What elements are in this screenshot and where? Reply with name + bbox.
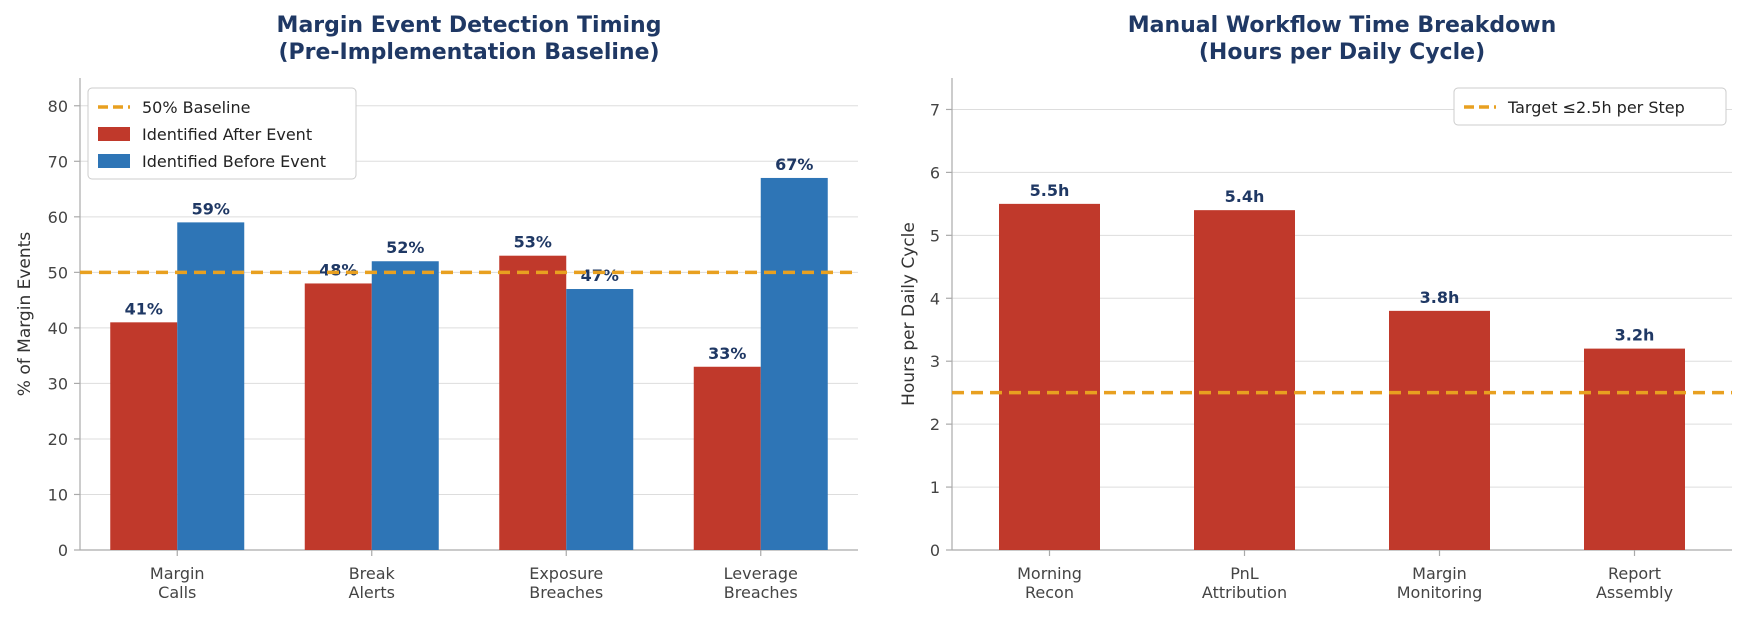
y-tick-label: 80 bbox=[48, 97, 68, 116]
data-label: 5.4h bbox=[1225, 187, 1265, 206]
data-label: 47% bbox=[581, 266, 619, 285]
data-label: 59% bbox=[192, 199, 230, 218]
y-axis-label: % of Margin Events bbox=[15, 232, 35, 397]
bar bbox=[499, 255, 567, 550]
bar bbox=[693, 366, 761, 550]
chart-title: Margin Event Detection Timing bbox=[277, 13, 662, 38]
chart-title: Manual Workflow Time Breakdown bbox=[1128, 13, 1557, 38]
y-tick-label: 1 bbox=[930, 478, 940, 497]
bar bbox=[304, 283, 372, 550]
x-tick-label: Margin bbox=[1412, 564, 1467, 583]
y-tick-label: 20 bbox=[48, 430, 68, 449]
data-label: 3.8h bbox=[1420, 288, 1460, 307]
bar bbox=[760, 177, 828, 550]
data-label: 41% bbox=[125, 299, 163, 318]
bar bbox=[1194, 210, 1295, 550]
y-tick-label: 30 bbox=[48, 374, 68, 393]
y-tick-label: 50 bbox=[48, 263, 68, 282]
y-tick-label: 6 bbox=[930, 163, 940, 182]
y-tick-label: 40 bbox=[48, 319, 68, 338]
y-tick-label: 10 bbox=[48, 485, 68, 504]
data-label: 53% bbox=[514, 233, 552, 252]
y-tick-label: 4 bbox=[930, 289, 940, 308]
bar bbox=[1389, 310, 1490, 550]
x-tick-label: Breaches bbox=[724, 583, 798, 602]
data-label: 67% bbox=[775, 155, 813, 174]
y-tick-label: 0 bbox=[930, 541, 940, 560]
legend-swatch bbox=[98, 127, 130, 141]
x-tick-label: Report bbox=[1608, 564, 1661, 583]
x-tick-label: Alerts bbox=[349, 583, 395, 602]
x-tick-label: Recon bbox=[1025, 583, 1074, 602]
y-tick-label: 2 bbox=[930, 415, 940, 434]
y-tick-label: 60 bbox=[48, 208, 68, 227]
bar bbox=[177, 222, 245, 550]
y-tick-label: 5 bbox=[930, 226, 940, 245]
y-tick-label: 70 bbox=[48, 152, 68, 171]
bar bbox=[110, 322, 178, 550]
x-tick-label: Leverage bbox=[724, 564, 798, 583]
y-tick-label: 3 bbox=[930, 352, 940, 371]
chart-title: (Pre-Implementation Baseline) bbox=[278, 40, 659, 65]
legend-entry: Target ≤2.5h per Step bbox=[1507, 98, 1685, 117]
bar bbox=[566, 289, 634, 550]
x-tick-label: Exposure bbox=[529, 564, 603, 583]
bar bbox=[999, 203, 1100, 550]
legend-box bbox=[87, 87, 357, 180]
legend-entry: Identified After Event bbox=[142, 125, 312, 144]
x-tick-label: Monitoring bbox=[1397, 583, 1483, 602]
x-tick-label: Morning bbox=[1017, 564, 1082, 583]
data-label: 5.5h bbox=[1030, 181, 1070, 200]
x-tick-label: PnL bbox=[1230, 564, 1259, 583]
legend-entry: Identified Before Event bbox=[142, 152, 326, 171]
y-tick-label: 7 bbox=[930, 100, 940, 119]
x-tick-label: Assembly bbox=[1596, 583, 1673, 602]
bar bbox=[1584, 348, 1685, 550]
x-tick-label: Attribution bbox=[1202, 583, 1287, 602]
legend-box bbox=[1453, 87, 1727, 126]
legend-entry: 50% Baseline bbox=[142, 98, 250, 117]
data-label: 3.2h bbox=[1615, 326, 1655, 345]
data-label: 33% bbox=[708, 344, 746, 363]
x-tick-label: Break bbox=[349, 564, 396, 583]
bar bbox=[371, 261, 439, 550]
x-tick-label: Margin bbox=[150, 564, 205, 583]
x-tick-label: Calls bbox=[158, 583, 196, 602]
data-label: 48% bbox=[319, 260, 357, 279]
x-tick-label: Breaches bbox=[529, 583, 603, 602]
y-axis-label: Hours per Daily Cycle bbox=[899, 222, 919, 406]
legend-swatch bbox=[98, 154, 130, 168]
chart-title: (Hours per Daily Cycle) bbox=[1199, 40, 1485, 65]
data-label: 52% bbox=[386, 238, 424, 257]
y-tick-label: 0 bbox=[58, 541, 68, 560]
